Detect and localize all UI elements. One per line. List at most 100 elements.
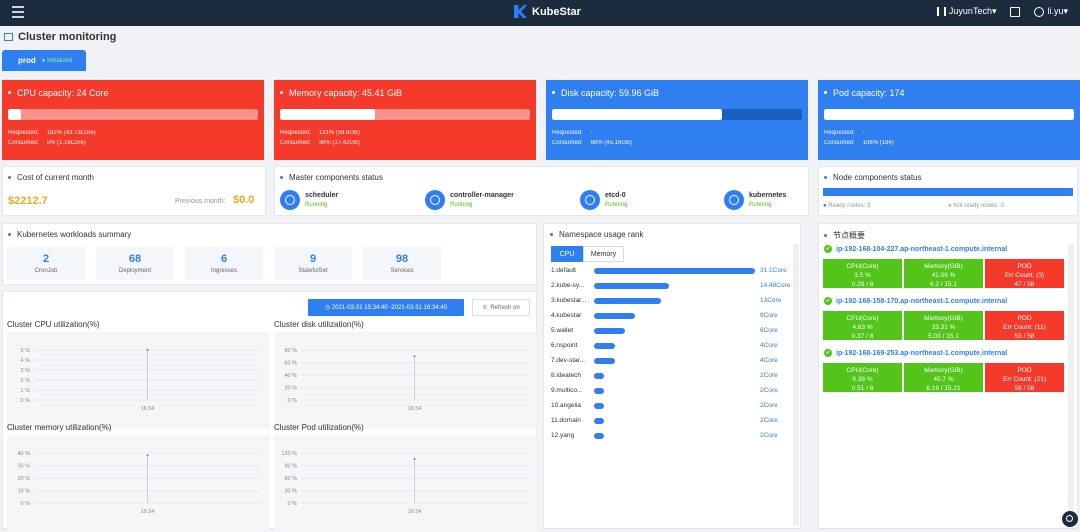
namespace-name: 6.nspoint bbox=[551, 342, 578, 349]
component-status: Running bbox=[605, 202, 628, 208]
ready-nodes-bar bbox=[823, 188, 1073, 196]
workload-label: Services bbox=[390, 268, 414, 274]
node-name[interactable]: ip-192-168-104-227.ap-northeast-1.comput… bbox=[824, 245, 1007, 253]
utilization-chart-2: 40 % 30 % 20 % 10 % 0 % 16:34 bbox=[7, 435, 270, 532]
requested-line: Requested: 131% (59.6GB) bbox=[280, 130, 530, 136]
namespace-row[interactable]: 1.default 31.1Core bbox=[550, 266, 794, 276]
namespace-bar bbox=[594, 358, 615, 364]
node-box-value: Err Count: (21) bbox=[1003, 376, 1046, 383]
workload-statefulset[interactable]: 9 StatefulSet bbox=[274, 247, 352, 280]
namespace-bar bbox=[594, 388, 605, 394]
consumed-label: Consumed: bbox=[280, 140, 311, 146]
y-tick-label: 60 % bbox=[284, 361, 297, 367]
namespace-bar bbox=[594, 343, 615, 349]
namespace-row[interactable]: 6.nspoint 4Core bbox=[550, 341, 794, 351]
namespace-row[interactable]: 3.kubestar... 13Core bbox=[550, 296, 794, 306]
env-tab-label: prod bbox=[18, 56, 36, 65]
namespace-value: 8Core bbox=[760, 312, 778, 319]
x-tick-label: 16:34 bbox=[408, 406, 422, 412]
node-box-value: 33.31 % bbox=[931, 324, 956, 331]
requested-line: Requested: - bbox=[552, 130, 802, 136]
node-box-usage: 5.03 / 15.1 bbox=[928, 333, 959, 340]
y-tick-label: 0 % bbox=[21, 501, 31, 507]
org-switcher[interactable]: JuyunTech▾ bbox=[936, 6, 996, 17]
capacity-title: CPU capacity: 24 Core bbox=[8, 88, 258, 98]
workload-label: Ingresses bbox=[210, 268, 237, 274]
consumed-value: 5% (1.16Core) bbox=[46, 140, 86, 146]
requested-label: Requested: bbox=[8, 130, 39, 136]
workload-count: 6 bbox=[220, 253, 228, 265]
namespace-row[interactable]: 9.multico... 2Core bbox=[550, 386, 794, 396]
node-box-label: CPU(Core) bbox=[846, 367, 879, 374]
env-tab-prod[interactable]: prod ● Initialized bbox=[2, 50, 86, 71]
cost-prev-value: $0.0 bbox=[233, 194, 255, 206]
node-box-label: CPU(Core) bbox=[846, 263, 879, 270]
refresh-label: Refresh on bbox=[490, 304, 520, 311]
node-box-usage: 47 / 58 bbox=[1014, 281, 1035, 288]
y-tick-label: 4 % bbox=[21, 358, 31, 364]
search-fab-icon[interactable] bbox=[1062, 511, 1078, 527]
monitor-icon bbox=[4, 33, 13, 41]
namespace-row[interactable]: 7.dev-star... 4Core bbox=[550, 356, 794, 366]
node-box-label: POD bbox=[1017, 315, 1032, 322]
data-point bbox=[146, 454, 149, 457]
node-overview-scrollbar[interactable] bbox=[1068, 244, 1074, 526]
workloads-title: Kubernetes workloads summary bbox=[8, 230, 131, 239]
namespace-value: 14.48Core bbox=[760, 282, 791, 289]
namespace-bar bbox=[594, 373, 605, 379]
workload-ingresses[interactable]: 6 Ingresses bbox=[185, 247, 263, 280]
language-icon bbox=[1010, 6, 1021, 17]
requested-value: 182% (43.73Core) bbox=[46, 130, 96, 136]
node-memory-box: Memory(GiB) 41.06 % 6.2 / 15.1 bbox=[904, 259, 983, 288]
namespace-value: 4Core bbox=[760, 342, 778, 349]
capacity-bar-fill bbox=[280, 109, 375, 120]
not-ready-label: Not ready nodes: bbox=[953, 203, 999, 209]
workload-cronjob[interactable]: 2 CronJob bbox=[7, 247, 85, 280]
capacity-bar bbox=[824, 109, 1074, 120]
refresh-button[interactable]: Refresh on bbox=[472, 299, 530, 316]
user-icon bbox=[1034, 6, 1045, 17]
namespace-value: 31.1Core bbox=[760, 267, 787, 274]
capacity-bar bbox=[8, 109, 258, 120]
page-title-text: Cluster monitoring bbox=[18, 31, 117, 43]
node-box-usage: 53 / 58 bbox=[1014, 333, 1035, 340]
namespace-row[interactable]: 2.kube-sy... 14.48Core bbox=[550, 281, 794, 291]
namespace-row[interactable]: 5.wallet 6Core bbox=[550, 326, 794, 336]
workload-deployment[interactable]: 68 Deployment bbox=[96, 247, 174, 280]
language-button[interactable] bbox=[1010, 6, 1021, 17]
namespace-row[interactable]: 10.angelia 2Core bbox=[550, 401, 794, 411]
not-ready-nodes: ● Not ready nodes: 0 bbox=[948, 203, 1005, 209]
namespace-bar-track bbox=[594, 343, 755, 349]
node-box-value: 41.06 % bbox=[931, 272, 956, 279]
chart-svg: 80 % 60 % 40 % 20 % 0 % 16:34 bbox=[284, 348, 529, 412]
namespace-row[interactable]: 12.yang 2Core bbox=[550, 431, 794, 441]
node-name[interactable]: ip-192-168-158-170.ap-northeast-1.comput… bbox=[824, 297, 1007, 305]
namespace-bar bbox=[594, 283, 669, 289]
date-range-picker[interactable]: ◷ 2021-03-31 15:34:40 -2021-03-31 16:34:… bbox=[308, 299, 464, 316]
namespace-row[interactable]: 4.kubestar 8Core bbox=[550, 311, 794, 321]
brand[interactable]: KubeStar bbox=[514, 5, 581, 18]
component-name: etcd-0 bbox=[605, 192, 626, 199]
tab-cpu[interactable]: CPU bbox=[551, 246, 583, 262]
chart-title: Cluster Pod utilization(%) bbox=[274, 423, 364, 432]
node-box-usage: 6.2 / 15.1 bbox=[929, 281, 958, 288]
namespace-row[interactable]: 8.ideatech 2Core bbox=[550, 371, 794, 381]
namespace-row[interactable]: 11.domain 2Core bbox=[550, 416, 794, 426]
data-point bbox=[413, 355, 416, 358]
y-tick-label: 60 % bbox=[284, 476, 297, 482]
chart-title: Cluster CPU utilization(%) bbox=[7, 320, 100, 329]
y-tick-label: 10 % bbox=[17, 489, 30, 495]
namespace-scrollbar[interactable] bbox=[793, 244, 799, 526]
namespace-bar-track bbox=[594, 373, 755, 379]
y-tick-label: 0 % bbox=[288, 398, 298, 404]
node-box-value: Err Count: (11) bbox=[1003, 324, 1046, 331]
utilization-chart-1: 80 % 60 % 40 % 20 % 0 % 16:34 bbox=[274, 332, 537, 429]
workload-services[interactable]: 98 Services bbox=[363, 247, 441, 280]
node-name[interactable]: ip-192-168-169-253.ap-northeast-1.comput… bbox=[824, 349, 1007, 357]
tab-memory[interactable]: Memory bbox=[583, 246, 624, 262]
requested-label: Requested: bbox=[552, 130, 583, 136]
capacity-card-2: Disk capacity: 59.96 GiB Requested: - Con… bbox=[546, 80, 808, 160]
user-menu[interactable]: li.yu▾ bbox=[1034, 6, 1068, 17]
menu-icon[interactable] bbox=[12, 6, 24, 18]
node-memory-box: Memory(GiB) 40.7 % 6.19 / 15.21 bbox=[904, 363, 983, 392]
